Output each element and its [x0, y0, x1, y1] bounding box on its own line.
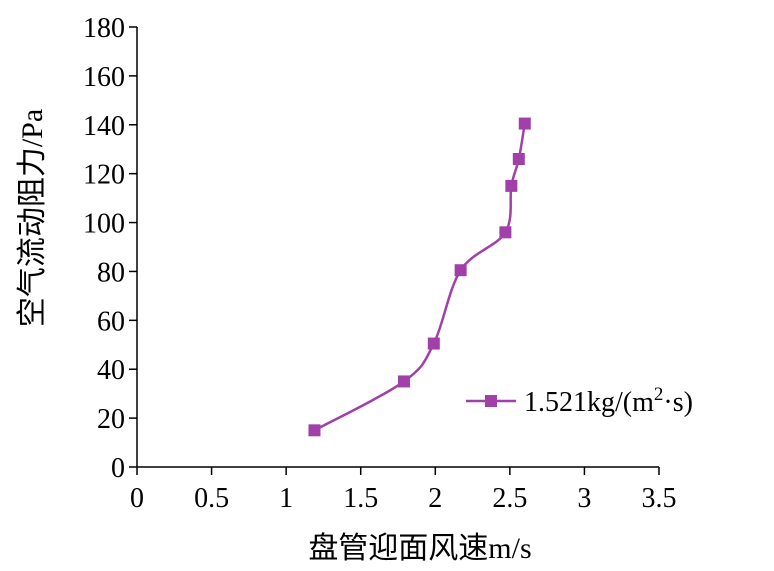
y-tick-label: 20	[97, 404, 125, 435]
legend: 1.521kg/(m2·s)	[466, 384, 693, 418]
data-point-marker	[518, 117, 531, 130]
x-tick-label: 3.5	[642, 483, 677, 514]
data-point-marker	[505, 179, 518, 192]
x-tick-label: 2.5	[492, 483, 527, 514]
data-point-marker	[427, 337, 440, 350]
plot-area	[308, 117, 531, 437]
y-tick-label: 160	[83, 62, 125, 93]
y-tick-label: 140	[83, 111, 125, 142]
y-tick-label: 100	[83, 209, 125, 240]
y-tick-label: 60	[97, 306, 125, 337]
y-tick-label: 180	[83, 13, 125, 44]
series-line	[313, 123, 527, 432]
data-point-marker	[454, 264, 467, 277]
x-tick-label: 1	[279, 483, 293, 514]
y-tick-label: 120	[83, 160, 125, 191]
legend-marker	[485, 395, 497, 407]
legend-label: 1.521kg/(m2·s)	[524, 384, 693, 418]
x-tick-label: 1.5	[343, 483, 378, 514]
y-tick-label: 40	[97, 355, 125, 386]
y-axis-title: 空气流动阻力/Pa	[16, 109, 49, 327]
x-tick-label: 3	[577, 483, 591, 514]
x-tick-label: 0	[130, 483, 144, 514]
x-axis-title: 盘管迎面风速m/s	[308, 532, 531, 565]
data-point-marker	[512, 153, 525, 165]
y-tick-label: 0	[111, 453, 125, 484]
data-point-marker	[499, 226, 512, 239]
x-tick-label: 0.5	[194, 483, 229, 514]
x-tick-label: 2	[428, 483, 442, 514]
y-tick-label: 80	[97, 257, 125, 288]
axes: 0 0.5 1 1.5 2 2.5 3 3.5 0 20 40 60 80 100 120 140 160 180	[83, 13, 677, 514]
data-point-marker	[397, 375, 410, 388]
data-point-marker	[308, 424, 321, 437]
